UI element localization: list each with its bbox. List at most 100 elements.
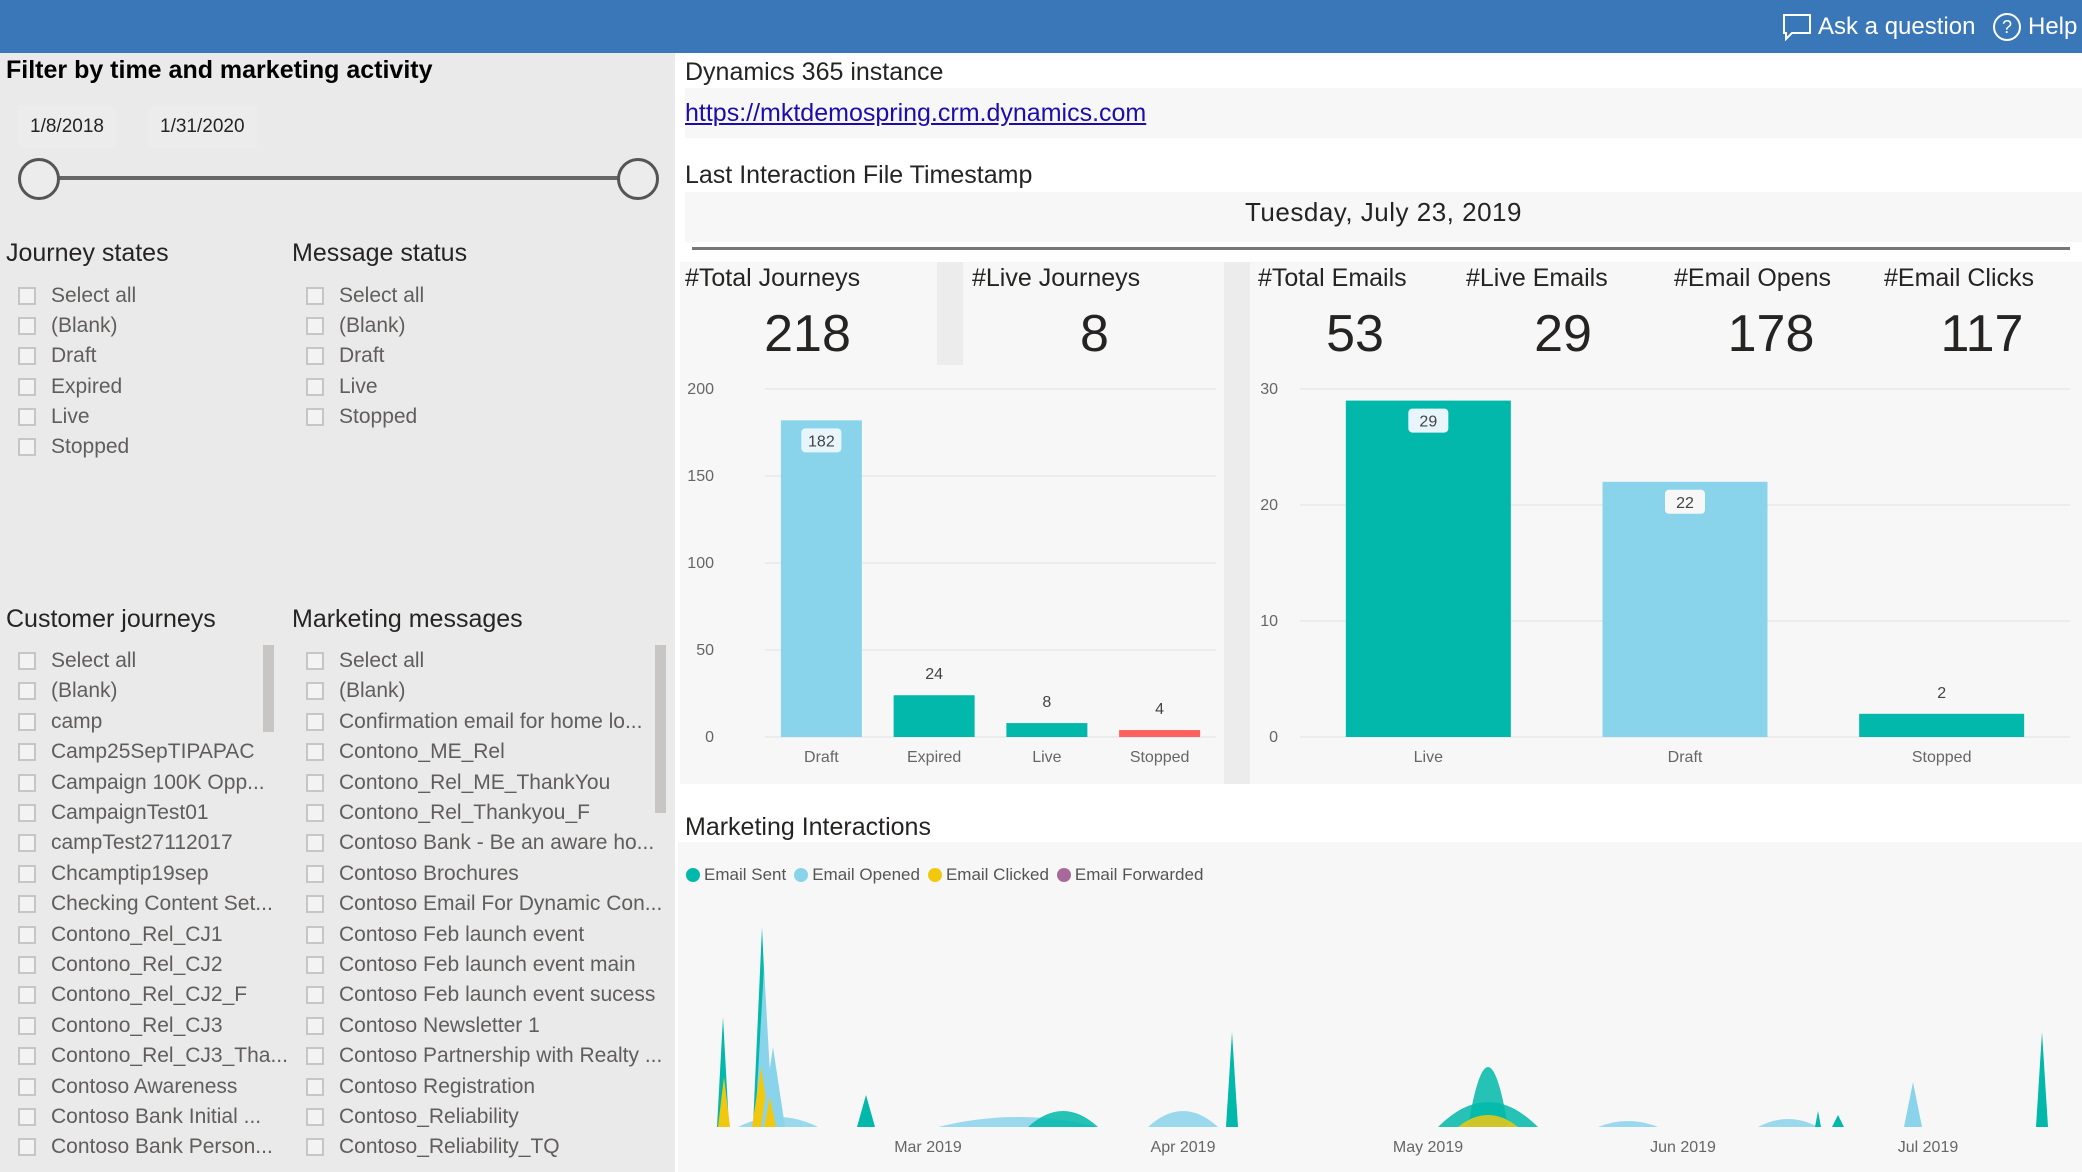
checkbox-icon[interactable] (18, 1016, 36, 1035)
checkbox-item[interactable]: Contoso_Reliability_TQ (306, 1132, 560, 1162)
checkbox-item[interactable]: Live (306, 372, 378, 402)
checkbox-icon[interactable] (306, 834, 324, 853)
checkbox-item[interactable]: Contoso Registration (306, 1072, 535, 1102)
checkbox-item[interactable]: Campaign 100K Opp... (18, 768, 265, 798)
checkbox-icon[interactable] (306, 743, 324, 762)
bar[interactable] (1119, 730, 1201, 737)
checkbox-item[interactable]: Contoso Email For Dynamic Con... (306, 889, 662, 919)
checkbox-item[interactable]: Contono_Rel_Thankyou_F (306, 798, 590, 828)
checkbox-icon[interactable] (18, 1108, 36, 1126)
checkbox-item[interactable]: Select all (306, 646, 424, 676)
checkbox-icon[interactable] (306, 317, 324, 336)
checkbox-icon[interactable] (306, 377, 324, 396)
checkbox-item[interactable]: Draft (306, 341, 385, 371)
checkbox-item[interactable]: Contoso Partnership with Realty ... (306, 1041, 662, 1071)
checkbox-icon[interactable] (18, 804, 36, 822)
bar[interactable] (893, 695, 975, 737)
checkbox-icon[interactable] (306, 682, 324, 701)
checkbox-icon[interactable] (18, 652, 36, 670)
checkbox-icon[interactable] (306, 1138, 324, 1157)
checkbox-item[interactable]: Contoso Feb launch event main (306, 950, 636, 980)
checkbox-icon[interactable] (18, 317, 36, 336)
checkbox-icon[interactable] (18, 287, 36, 305)
checkbox-item[interactable]: Contoso Bank Initial ... (18, 1102, 261, 1132)
checkbox-item[interactable]: campTest27112017 (18, 828, 233, 858)
checkbox-icon[interactable] (306, 1108, 324, 1126)
checkbox-item[interactable]: Contoso Feb launch event sucess (306, 980, 655, 1010)
checkbox-icon[interactable] (306, 773, 324, 792)
checkbox-item[interactable]: Chcamptip19sep (18, 859, 209, 889)
checkbox-item[interactable]: Stopped (306, 402, 417, 432)
checkbox-item[interactable]: Checking Content Set... (18, 889, 273, 919)
date-range-start-handle[interactable] (18, 158, 60, 200)
checkbox-item[interactable]: Expired (18, 372, 122, 402)
checkbox-item[interactable]: camp (18, 707, 102, 737)
checkbox-item[interactable]: Contono_ME_Rel (306, 737, 505, 767)
legend-item[interactable]: Email Sent (686, 865, 786, 885)
checkbox-item[interactable]: Contoso_Reliability (306, 1102, 519, 1132)
checkbox-icon[interactable] (18, 1138, 36, 1157)
checkbox-item[interactable]: Contono_Rel_CJ3_Tha... (18, 1041, 288, 1071)
checkbox-icon[interactable] (18, 925, 36, 944)
checkbox-item[interactable]: Draft (18, 341, 97, 371)
checkbox-item[interactable]: Contono_Rel_ME_ThankYou (306, 768, 610, 798)
legend-item[interactable]: Email Opened (794, 865, 920, 885)
checkbox-item[interactable]: Contono_Rel_CJ2_F (18, 980, 247, 1010)
checkbox-icon[interactable] (18, 347, 36, 366)
legend-item[interactable]: Email Forwarded (1056, 865, 1203, 885)
checkbox-item[interactable]: Contoso Brochures (306, 859, 519, 889)
checkbox-item[interactable]: (Blank) (306, 676, 406, 706)
checkbox-item[interactable]: Contoso Bank - Be an aware ho... (306, 828, 654, 858)
date-range-end-handle[interactable] (617, 158, 659, 200)
checkbox-item[interactable]: Contoso Newsletter 1 (306, 1011, 540, 1041)
checkbox-item[interactable]: Contoso Bank Person... (18, 1132, 273, 1162)
checkbox-icon[interactable] (306, 407, 324, 426)
checkbox-item[interactable]: Select all (18, 646, 136, 676)
checkbox-icon[interactable] (18, 895, 36, 914)
instance-url-link[interactable]: https://mktdemospring.crm.dynamics.com (685, 99, 1147, 127)
bar[interactable] (1345, 400, 1511, 737)
checkbox-icon[interactable] (18, 1047, 36, 1066)
checkbox-icon[interactable] (306, 347, 324, 366)
checkbox-icon[interactable] (18, 834, 36, 853)
bar[interactable] (1602, 481, 1768, 737)
checkbox-icon[interactable] (306, 895, 324, 914)
checkbox-icon[interactable] (306, 712, 324, 731)
bar[interactable] (1006, 723, 1088, 737)
ask-question-button[interactable]: Ask a question (1782, 9, 1975, 45)
date-start-input[interactable]: 1/8/2018 (18, 106, 116, 148)
date-end-input[interactable]: 1/31/2020 (148, 106, 257, 148)
checkbox-item[interactable]: Contono_Rel_CJ2 (18, 950, 223, 980)
checkbox-icon[interactable] (18, 712, 36, 731)
checkbox-item[interactable]: Select all (18, 281, 136, 311)
date-range-slider-track[interactable] (39, 176, 639, 180)
customer-journeys-scrollbar[interactable] (263, 645, 274, 732)
bar[interactable] (780, 420, 862, 737)
checkbox-icon[interactable] (18, 773, 36, 792)
checkbox-icon[interactable] (306, 804, 324, 822)
checkbox-icon[interactable] (18, 743, 36, 762)
checkbox-icon[interactable] (306, 1077, 324, 1096)
checkbox-item[interactable]: (Blank) (306, 311, 406, 341)
checkbox-item[interactable]: Select all (306, 281, 424, 311)
checkbox-item[interactable]: CampaignTest01 (18, 798, 209, 828)
checkbox-icon[interactable] (306, 925, 324, 944)
checkbox-icon[interactable] (306, 986, 324, 1005)
help-button[interactable]: ? Help (1992, 9, 2077, 45)
checkbox-item[interactable]: Stopped (18, 432, 129, 462)
checkbox-icon[interactable] (18, 682, 36, 701)
checkbox-item[interactable]: (Blank) (18, 311, 118, 341)
checkbox-icon[interactable] (18, 1077, 36, 1096)
checkbox-item[interactable]: (Blank) (18, 676, 118, 706)
checkbox-icon[interactable] (18, 377, 36, 396)
checkbox-icon[interactable] (306, 287, 324, 305)
checkbox-item[interactable]: Contono_Rel_CJ1 (18, 920, 223, 950)
checkbox-icon[interactable] (306, 864, 324, 883)
checkbox-item[interactable]: Camp25SepTIPAPAC (18, 737, 254, 767)
checkbox-icon[interactable] (18, 986, 36, 1005)
checkbox-icon[interactable] (306, 1047, 324, 1066)
checkbox-icon[interactable] (18, 864, 36, 883)
checkbox-icon[interactable] (306, 956, 324, 974)
checkbox-item[interactable]: Confirmation email for home lo... (306, 707, 642, 737)
checkbox-icon[interactable] (306, 652, 324, 670)
